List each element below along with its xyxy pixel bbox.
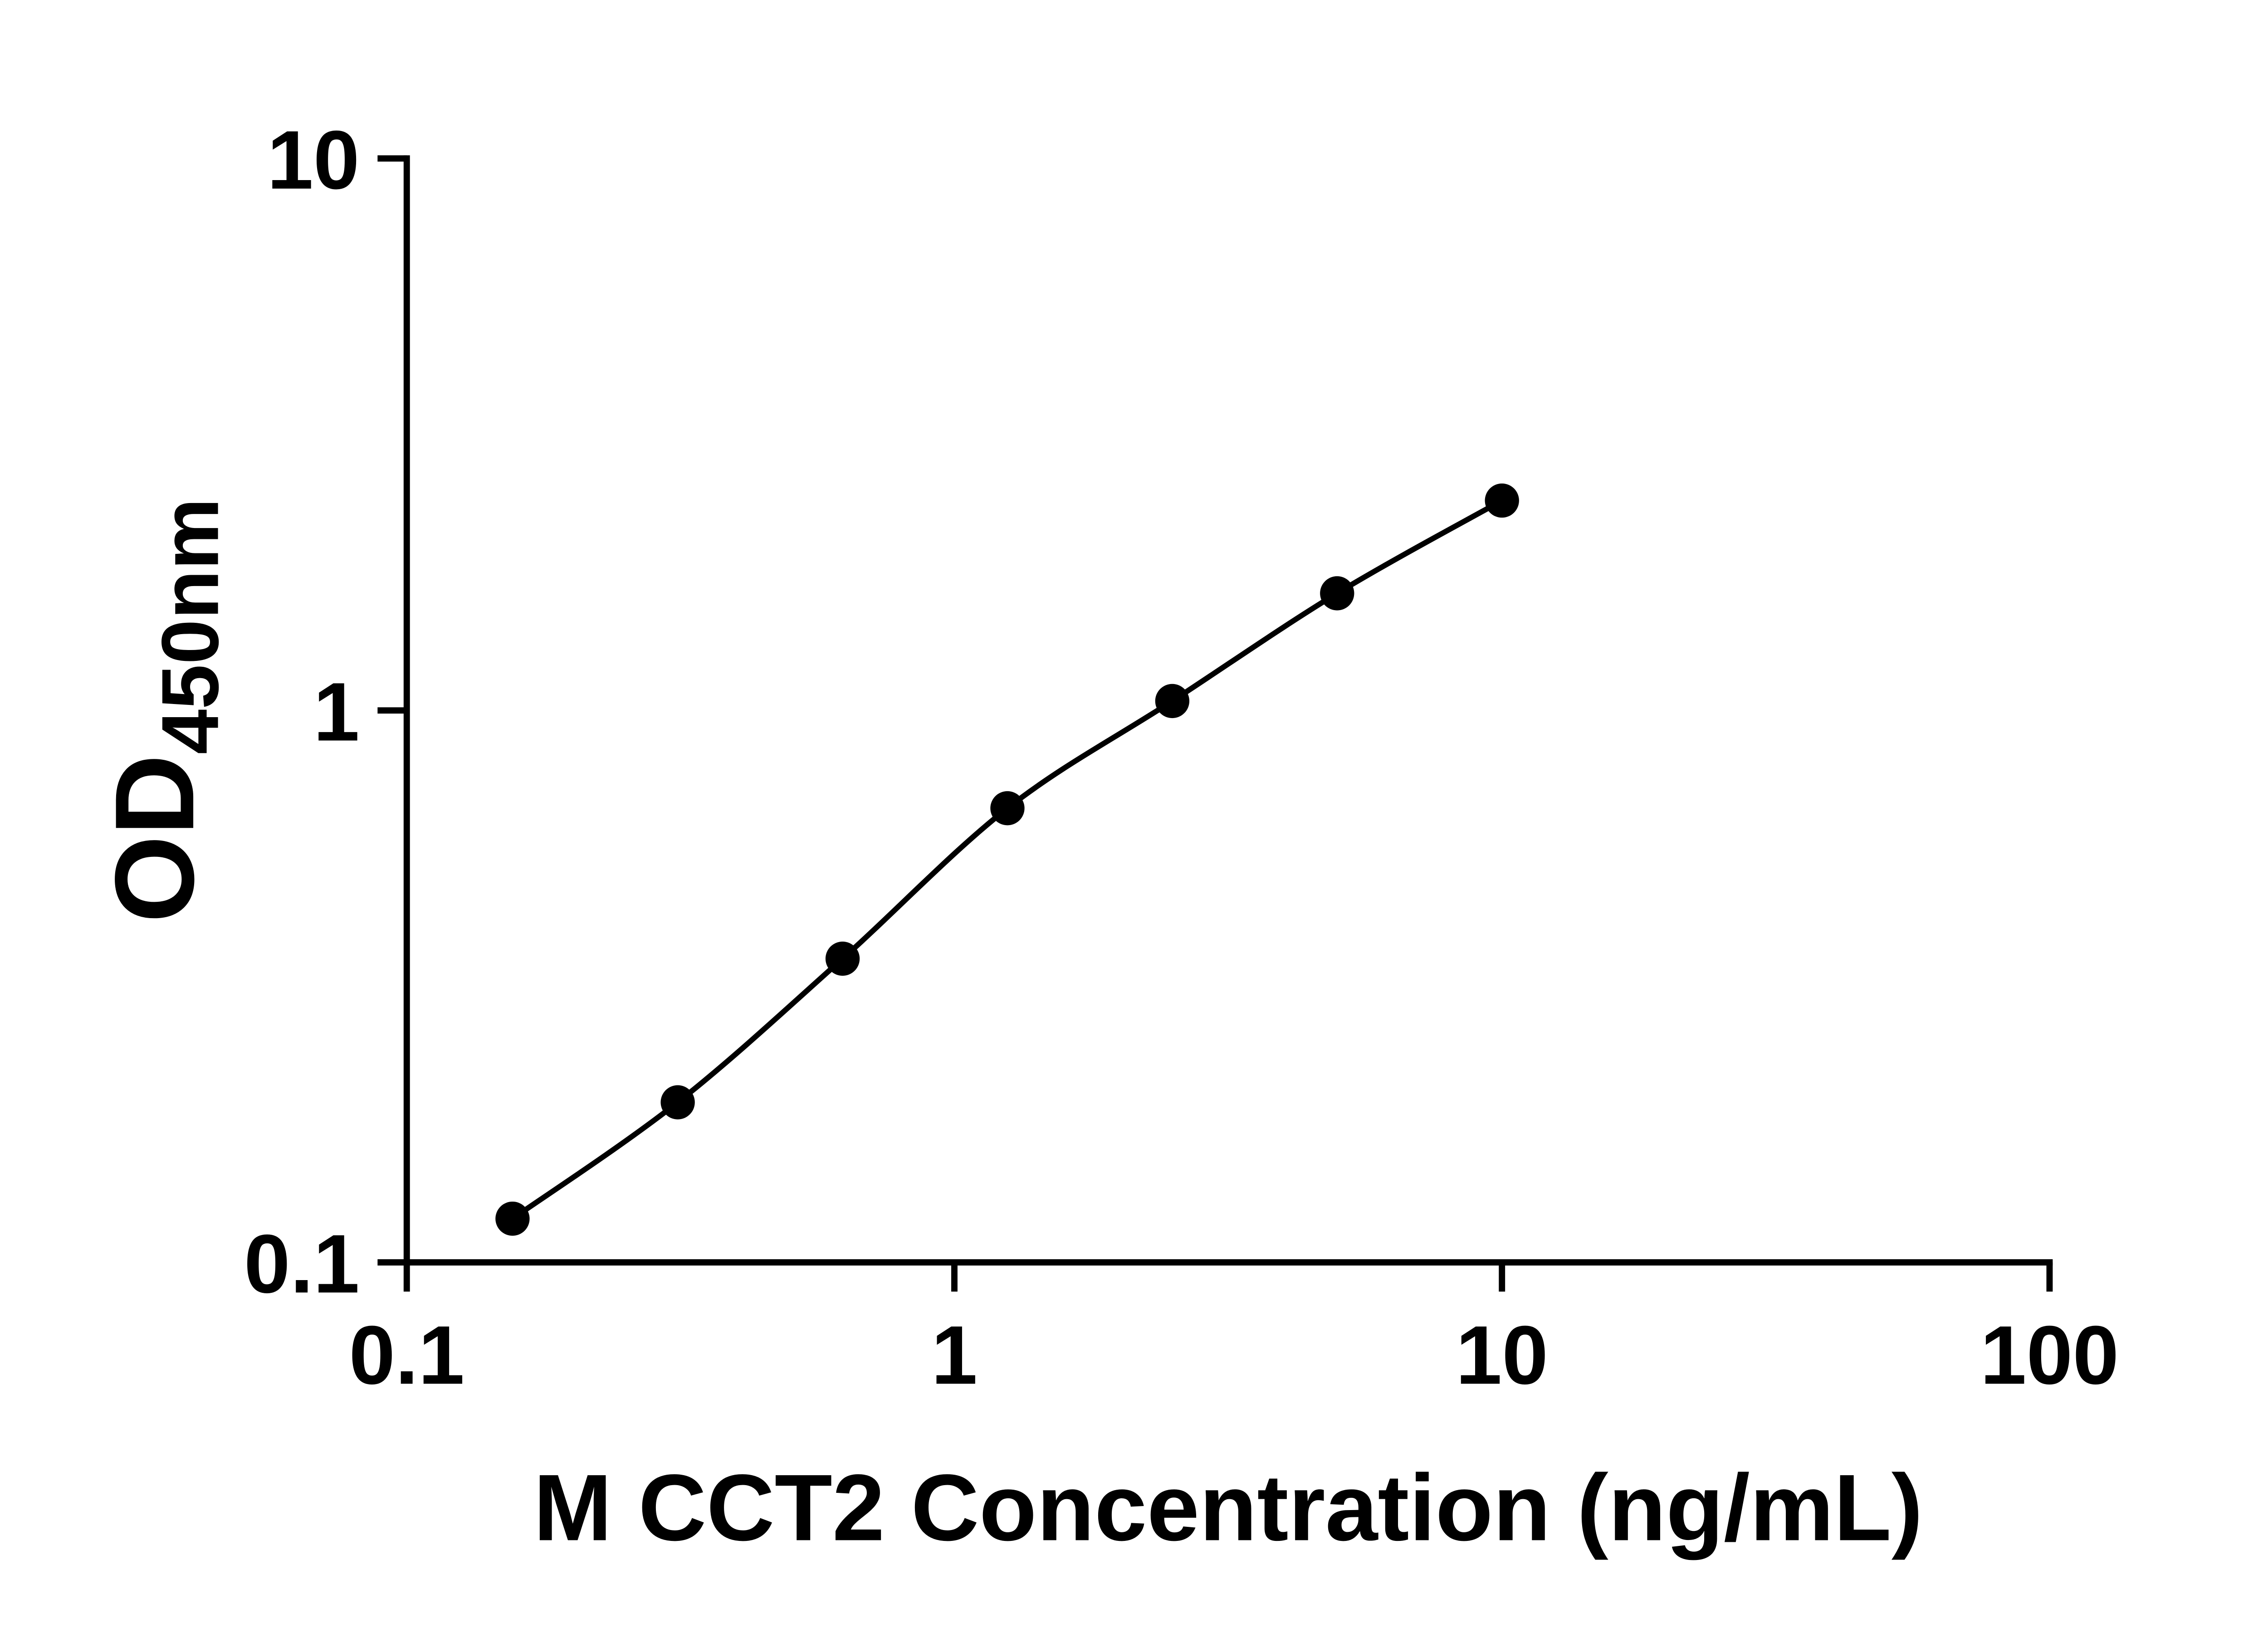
x-tick-label: 100 (1980, 1308, 2119, 1401)
data-point (990, 791, 1025, 826)
data-point (495, 1201, 530, 1236)
data-point (1485, 483, 1519, 518)
x-tick-label: 0.1 (349, 1308, 464, 1401)
x-axis-title: M CCT2 Concentration (ng/mL) (533, 1455, 1923, 1560)
x-tick-label: 10 (1456, 1308, 1548, 1401)
y-tick-label: 0.1 (244, 1217, 360, 1310)
data-point (1320, 576, 1354, 611)
y-tick-label: 10 (267, 113, 360, 206)
data-point (660, 1085, 695, 1120)
data-point (1155, 684, 1190, 719)
y-axis-title: OD450nm (92, 498, 235, 923)
y-tick-label: 1 (313, 665, 360, 758)
data-point (825, 941, 860, 976)
x-tick-label: 1 (931, 1308, 978, 1401)
fit-curve (511, 498, 1504, 1221)
